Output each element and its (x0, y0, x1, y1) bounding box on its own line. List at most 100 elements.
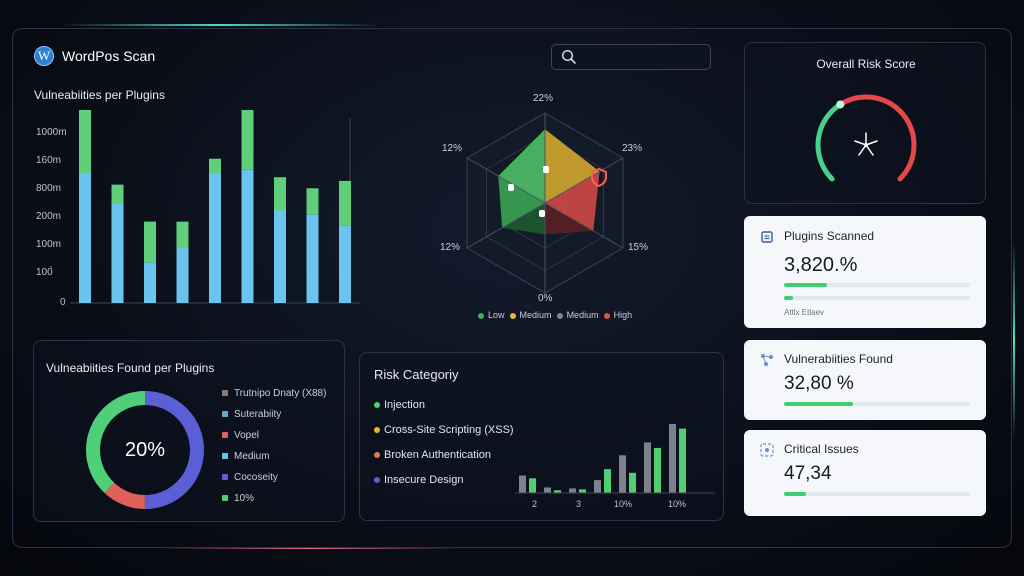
document-icon (761, 231, 773, 243)
legend-item: Vopel (222, 425, 326, 446)
app-title: WordPos Scan (62, 48, 156, 64)
y-tick-label: 1000m (36, 127, 67, 138)
stat-label: Plugins Scanned (784, 229, 875, 243)
gauge-hub (864, 143, 868, 147)
search-input[interactable] (582, 48, 706, 68)
risk-bar-green (529, 478, 536, 493)
legend-item: Trutnipo Dnaty (X88) (222, 383, 326, 404)
critical-issues-card[interactable]: Critical Issues 47,34 (744, 430, 986, 516)
progress-fill (784, 283, 827, 287)
x-tick-label: 10% (668, 499, 687, 509)
bar-segment-blue (241, 169, 254, 303)
search-box[interactable] (551, 44, 711, 70)
radar-sector (502, 203, 545, 235)
gauge-arc-red (837, 94, 917, 182)
bar-segment-blue (79, 173, 91, 303)
plugins-scanned-card[interactable]: Plugins Scanned 3,820.% Attlx Etlaev (744, 216, 986, 328)
progress-bar (784, 402, 970, 406)
bar-segment-blue (209, 173, 221, 303)
radar-sector (545, 129, 600, 203)
progress-fill (784, 492, 807, 496)
legend-item: 10% (222, 488, 326, 509)
progress-bar (784, 492, 970, 496)
radar-sector (498, 129, 545, 203)
risk-bar-chart (515, 424, 715, 494)
stat-label: Critical Issues (784, 442, 859, 456)
risk-bar-gray (569, 488, 576, 493)
risk-bar-green (579, 489, 586, 493)
gauge-arc-green (815, 101, 843, 182)
bar-chart-plot (70, 110, 360, 304)
risk-item-insecure-design[interactable]: Insecure Design (374, 468, 514, 493)
radar-label: 0% (538, 293, 553, 304)
risk-bar-gray (594, 480, 601, 493)
bar-segment-green (176, 221, 189, 248)
risk-bar-green (679, 428, 686, 493)
y-tick-label: 100m (36, 239, 62, 250)
y-tick-label: 200m (36, 211, 62, 222)
risk-item-injection[interactable]: Injection (374, 393, 514, 418)
donut-legend: Trutnipo Dnaty (X88) Suterabiity Vopel M… (222, 383, 326, 509)
vulnerabilities-found-card[interactable]: Vulnerabiities Found 32,80 % (744, 340, 986, 420)
stat-value: 47,34 (784, 463, 832, 484)
bar-segment-green (274, 177, 286, 211)
risk-gauge (815, 94, 917, 182)
radar-label: 22% (533, 93, 554, 104)
x-tick-label: 10% (614, 499, 633, 509)
radar-chart: 22% 23% 15% 0% 12% 12% Low Medium Medium… (430, 88, 660, 328)
progress-fill (784, 402, 853, 406)
vulnerabilities-donut-panel: Vulneabiities Found per Plugins 20% Trut… (33, 340, 345, 522)
risk-bar-gray (544, 487, 551, 493)
bar-segment-green (339, 180, 351, 226)
radar-label: 12% (442, 143, 463, 154)
risk-score-title: Overall Risk Score (816, 57, 916, 71)
legend-item: Suterabiity (222, 404, 326, 425)
bar-segment-blue (176, 247, 189, 303)
radar-chart-plot (466, 112, 624, 294)
legend-item-high: High (603, 310, 632, 320)
radar-spoke (544, 202, 624, 249)
risk-item-broken-auth[interactable]: Broken Authentication (374, 443, 514, 468)
donut-chart (86, 391, 204, 509)
warning-icon (760, 443, 774, 457)
risk-bar-gray (519, 475, 526, 493)
risk-category-title: Risk Categoriy (374, 367, 459, 382)
radar-legend: Low Medium Medium High (478, 310, 632, 320)
search-icon (561, 49, 576, 64)
app-logo[interactable]: W (34, 46, 54, 66)
bar-segment-green (111, 184, 124, 204)
bar-chart: 1000m 160m 800m 200m 100m 100̀ 0 (30, 110, 360, 320)
risk-bar-green (554, 490, 561, 493)
x-tick-label: 3 (576, 499, 582, 509)
legend-item: Cocoseity (222, 467, 326, 488)
gauge-indicator (836, 100, 845, 109)
dashboard-frame (12, 28, 1012, 548)
legend-item: Medium (222, 446, 326, 467)
bottom-glow-line (160, 547, 460, 549)
risk-bar-gray (619, 455, 626, 493)
stat-label: Vulnerabiities Found (784, 352, 893, 366)
donut-center-label: 20% (124, 439, 166, 461)
bar-segment-green (79, 110, 91, 174)
bar-chart-title: Vulneabiities per Plugins (34, 88, 165, 102)
radar-marker (543, 166, 549, 173)
radar-spoke (466, 202, 546, 249)
gauge-needle (865, 144, 874, 156)
stat-value: 3,820.% (784, 254, 858, 276)
radar-marker (539, 210, 545, 217)
y-tick-label: 160m (36, 155, 62, 166)
bar-segment-blue (144, 262, 156, 303)
radar-marker (508, 184, 514, 191)
y-tick-label: 0 (60, 297, 66, 308)
bar-segment-green (144, 221, 156, 263)
risk-bar-gray (669, 424, 676, 493)
risk-item-xss[interactable]: Cross-Site Scripting (XSS) (374, 418, 514, 443)
x-tick-label: 2 (532, 499, 538, 509)
y-tick-label: 100̀ (36, 267, 53, 278)
legend-item-medium: Medium (509, 310, 552, 320)
stat-note: Attlx Etlaev (784, 308, 825, 317)
radar-sector (545, 171, 600, 231)
legend-item-low: Low (478, 310, 505, 320)
top-glow-line (60, 24, 380, 26)
risk-bar-green (629, 472, 636, 493)
